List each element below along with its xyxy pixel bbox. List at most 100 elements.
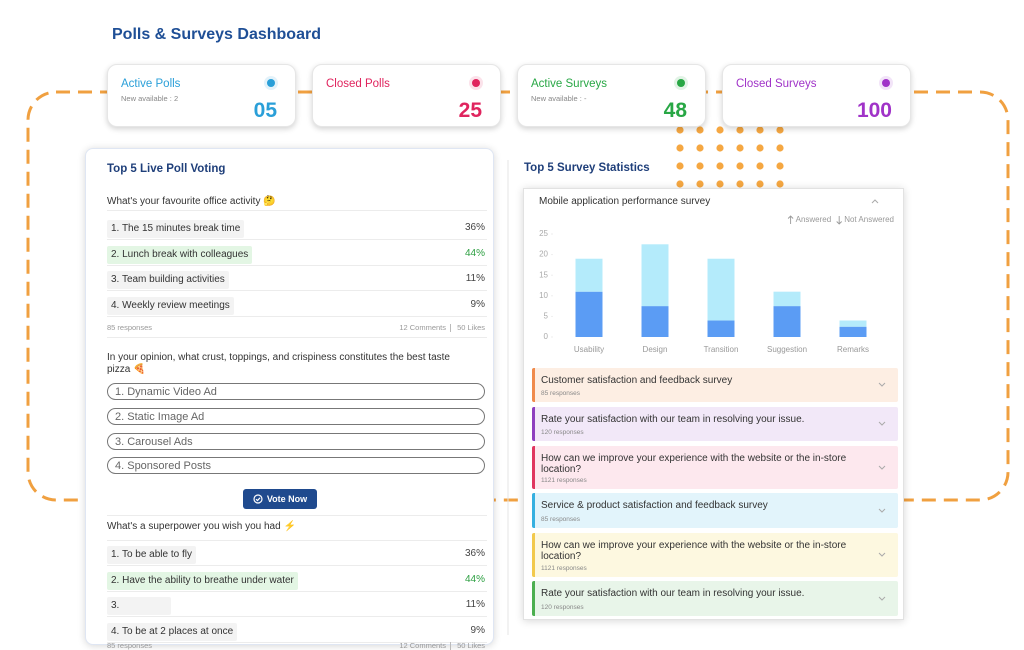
survey-responses: 1121 responses — [541, 565, 587, 572]
x-tick-label: Transition — [704, 345, 739, 354]
survey-responses: 1121 responses — [541, 477, 587, 484]
chevron[interactable] — [877, 552, 887, 558]
survey-title: How can we improve your experience with … — [541, 453, 847, 475]
choice[interactable]: 1. Dynamic Video Ad — [107, 383, 485, 400]
chevron[interactable] — [877, 508, 887, 514]
option-label: 2. Have the ability to breathe under wat… — [107, 571, 298, 590]
separator — [107, 239, 487, 240]
legend-label: Not Answered — [844, 215, 894, 224]
stat-card[interactable]: Active Polls New available : 2 05 — [107, 64, 296, 127]
chevron[interactable] — [877, 596, 887, 602]
likes: 50 Likes — [457, 323, 485, 332]
chart: 0 5 10 15 20 25 Usability Design Transition Sugge… — [539, 215, 894, 354]
poll-panel: Top 5 Live Poll Voting What's your favour… — [85, 148, 494, 650]
separator — [107, 210, 487, 211]
y-tick-label: 10 — [539, 291, 548, 300]
legend-arrow — [787, 215, 794, 224]
option-percent: 9% — [470, 298, 485, 310]
bar-segment — [773, 291, 801, 307]
responses: 85 responses — [107, 641, 153, 650]
button-label: Vote Now — [266, 494, 308, 504]
separator — [107, 315, 487, 317]
status-dot — [677, 79, 685, 87]
chart-title: Mobile application performance survey — [539, 196, 711, 207]
bar-segment — [575, 291, 603, 337]
responses: 85 responses — [107, 323, 153, 332]
separator — [107, 290, 487, 291]
choice[interactable]: 4. Sponsored Posts — [107, 457, 485, 475]
option-percent: 44% — [464, 247, 485, 259]
y-tick-label: 25 — [539, 229, 548, 238]
poll-question: In your opinion, what crust, toppings, a… — [107, 352, 450, 375]
card-label: Active Surveys — [531, 78, 608, 90]
option-label: 1. To be able to fly — [107, 546, 196, 564]
chevron[interactable] — [877, 465, 887, 471]
chevron[interactable] — [877, 382, 887, 388]
survey-responses: 120 responses — [541, 429, 584, 436]
page-title: Polls & Surveys Dashboard — [112, 26, 321, 43]
stat-card[interactable]: Closed Polls 25 — [312, 64, 501, 127]
option-percent: 36% — [464, 548, 485, 559]
bar-segment — [641, 306, 669, 337]
survey-title: Rate your satisfaction with our team in … — [541, 414, 805, 425]
separator — [107, 565, 487, 566]
vote-button[interactable]: Vote Now — [243, 489, 317, 509]
bar-segment — [707, 258, 735, 321]
y-tick-label: 20 — [539, 250, 548, 259]
y-tick-label: 5 — [544, 312, 549, 321]
dot-grid — [670, 121, 790, 193]
x-tick-label: Remarks — [837, 345, 869, 354]
survey-item[interactable]: How can we improve your experience with … — [532, 533, 898, 577]
survey-panel: Mobile application performance survey 0 5 1… — [523, 188, 904, 620]
option-percent: 36% — [464, 222, 485, 233]
option-percent: 11% — [465, 599, 485, 610]
stat-card[interactable]: Active Surveys New available : - 48 — [517, 64, 706, 127]
card-label: Closed Surveys — [736, 78, 817, 90]
status-dot — [882, 79, 890, 87]
status-dot — [472, 79, 480, 87]
option-label: 3. — [107, 597, 171, 615]
separator — [107, 264, 487, 266]
x-tick-label: Design — [643, 345, 668, 354]
survey-item[interactable]: How can we improve your experience with … — [532, 446, 898, 489]
bar-segment — [575, 258, 603, 292]
survey-item[interactable]: Rate your satisfaction with our team in … — [532, 407, 898, 441]
choice[interactable]: 2. Static Image Ad — [107, 407, 485, 425]
survey-item[interactable]: Rate your satisfaction with our team in … — [532, 581, 898, 616]
card-subtitle: New available : 2 — [121, 94, 179, 103]
x-tick-label: Suggestion — [767, 345, 807, 354]
y-tick-label: 15 — [539, 270, 548, 279]
stat-card[interactable]: Closed Surveys 100 — [722, 64, 911, 127]
separator — [107, 616, 487, 617]
x-tick-label: Usability — [574, 345, 604, 354]
card-value: 25 — [458, 99, 482, 122]
card-label: Closed Polls — [326, 78, 390, 90]
chevron[interactable] — [870, 198, 880, 204]
status-dot — [267, 79, 275, 87]
survey-item[interactable]: Service & product satisfaction and feedb… — [532, 493, 898, 528]
survey-item[interactable]: Customer satisfaction and feedback surve… — [532, 368, 898, 402]
survey-title: Rate your satisfaction with our team in … — [541, 588, 805, 599]
option-label: 1. The 15 minutes break time — [107, 220, 245, 238]
option-label: 4. Weekly review meetings — [107, 296, 234, 315]
bar-segment — [773, 306, 801, 337]
card-value: 100 — [856, 99, 892, 122]
card-value: 05 — [253, 99, 277, 122]
survey-title: Customer satisfaction and feedback surve… — [541, 375, 733, 386]
card-value: 48 — [663, 99, 687, 122]
survey-title: How can we improve your experience with … — [541, 540, 847, 562]
bar-segment — [839, 320, 867, 327]
poll-question: What's a superpower you wish you had ⚡ — [107, 521, 296, 532]
poll-question: What's your favourite office activity 🤔 — [107, 196, 276, 207]
pipe — [450, 324, 451, 332]
separator — [107, 337, 487, 338]
choice[interactable]: 3. Carousel Ads — [107, 432, 485, 450]
legend-arrow — [836, 216, 843, 225]
option-label: 4. To be at 2 places at once — [107, 622, 238, 641]
chevron[interactable] — [877, 421, 887, 427]
y-tick-label: 0 — [544, 332, 549, 341]
pipe — [450, 642, 451, 650]
comments: 12 Comments — [399, 323, 446, 332]
separator — [107, 590, 487, 592]
separator — [107, 515, 487, 516]
